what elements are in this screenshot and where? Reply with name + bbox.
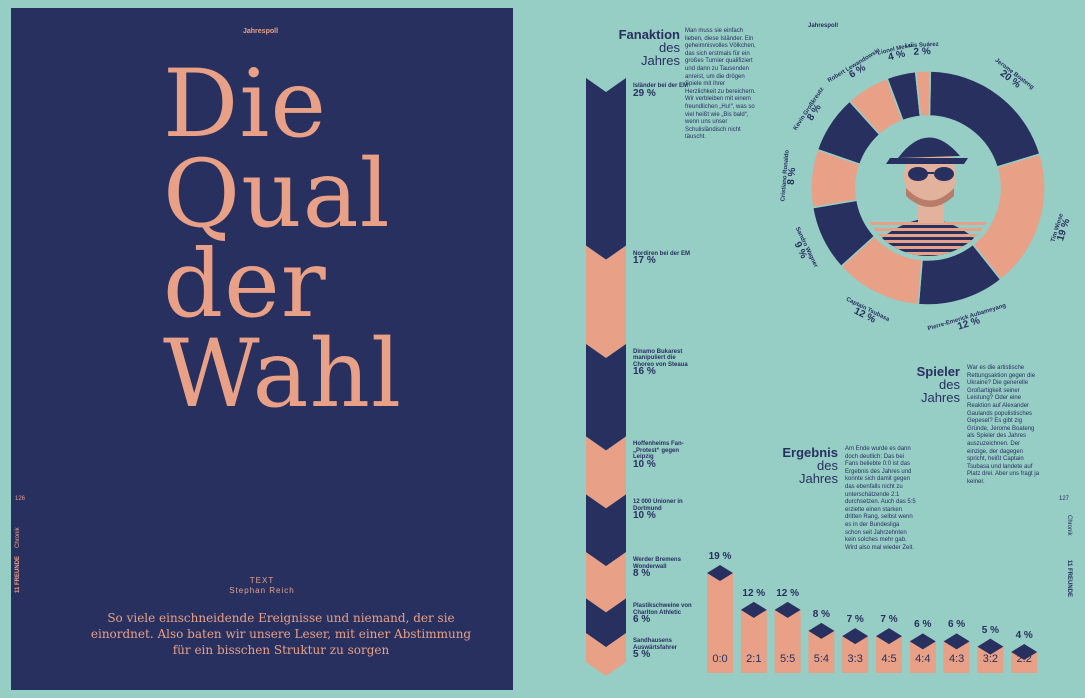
result-bar	[740, 609, 767, 673]
result-score: 5:5	[779, 653, 796, 665]
fanaktion-title-main: Fanaktion	[618, 27, 680, 42]
result-score: 4:4	[915, 653, 931, 665]
fan-item-label: Plastikschweine von Charlton Athletic 6 %	[633, 603, 695, 624]
fan-item-label: 12 000 Unioner in Dortmund 10 %	[633, 499, 695, 520]
fan-item-label: Werder Bremens Wonderwall 8 %	[633, 557, 695, 578]
result-bar	[1011, 651, 1038, 673]
result-pct: 7 %	[880, 614, 898, 626]
fan-item-text: Nordiren bei der EM	[633, 250, 691, 257]
fan-item-text: Isländer bei der EM	[633, 83, 689, 89]
page-number: 126	[15, 496, 26, 502]
fanaktion-title-jahres: Jahres	[640, 53, 680, 68]
fan-item-label: Hoffenheims Fan-„Protest“ gegen Leipzig 1…	[633, 441, 695, 470]
fan-segment	[586, 494, 626, 567]
result-score: 2:1	[746, 653, 762, 665]
result-pct: 19 %	[708, 551, 732, 562]
fan-item-label: Dinamo Bukarest manipuliert die Choreo v…	[633, 348, 695, 378]
fan-segment	[586, 598, 626, 648]
headline-line: Wahl	[163, 320, 403, 429]
ergebnis-title-main: Ergebnis	[782, 445, 838, 460]
spieler-title-main: Spieler	[916, 364, 960, 379]
fanaktion-title-des: des	[659, 40, 680, 55]
result-bar-cap	[876, 628, 902, 645]
fanaktion-title: Fanaktion des Jahres	[600, 28, 680, 67]
spieler-title-des: des	[939, 377, 960, 392]
kicker: Jahrespoll	[243, 28, 279, 35]
donut-kicker: Jahrespoll	[808, 23, 839, 29]
result-bar	[774, 609, 801, 673]
result-pct: 12 %	[742, 587, 766, 599]
fan-segment	[586, 78, 626, 260]
fan-item-pct: 16 %	[633, 366, 656, 378]
ergebnis-title: Ergebnis des Jahres	[762, 446, 838, 485]
headline-line: der	[163, 230, 327, 339]
fanaktion-body: Man muss sie einfach lieben, diese Islän…	[685, 28, 756, 141]
page-number: 127	[1059, 496, 1070, 502]
result-pct: 7 %	[846, 614, 864, 626]
headline: Die Qual der Wahl	[163, 50, 403, 429]
result-bar-cap	[774, 601, 801, 618]
result-bar-cap	[1011, 643, 1038, 660]
donut-slice	[914, 70, 932, 118]
result-pct: 12 %	[776, 587, 799, 599]
fan-item-text: Sandhausens Auswärtsfahrer	[633, 638, 678, 651]
fan-item-text: 12 000 Unioner in Dortmund	[633, 499, 683, 512]
spieler-title: Spieler des Jahres	[898, 365, 960, 404]
result-score: 0:0	[712, 653, 728, 665]
fan-segment	[586, 552, 626, 613]
result-pct: 6 %	[914, 619, 932, 631]
result-bar-cap	[842, 628, 869, 645]
result-bar-cap	[943, 633, 970, 650]
fan-item-pct: 10 %	[633, 510, 656, 522]
fan-item-text: Werder Bremens Wonderwall	[633, 557, 681, 570]
spieler-body: War es die artistische Rettungsaktion ge…	[967, 365, 1040, 485]
headline-line: Qual	[163, 140, 391, 249]
text-label: TEXT	[249, 576, 275, 585]
fan-item-pct: 8 %	[633, 568, 651, 580]
result-bar-cap	[707, 565, 733, 581]
ergebnis-title-jahres: Jahres	[798, 471, 838, 486]
spieler-title-jahres: Jahres	[920, 390, 960, 405]
result-score: 3:2	[982, 653, 999, 665]
fan-item-label: Nordiren bei der EM 17 %	[633, 250, 695, 267]
fan-segment	[586, 245, 626, 358]
author: Stephan Reich	[229, 586, 295, 595]
fan-segment	[586, 436, 626, 509]
result-score: 2:2	[1016, 653, 1032, 665]
headline-line: Die	[163, 50, 328, 159]
fan-item-pct: 10 %	[633, 458, 656, 470]
left-page: Jahrespoll Die Qual der Wahl 126 11 FREU…	[11, 8, 513, 690]
fan-item-label: Sandhausens Auswärtsfahrer 5 %	[633, 638, 695, 659]
result-score: 4:3	[948, 653, 965, 665]
result-pct: 6 %	[947, 619, 966, 631]
fan-item-pct: 5 %	[633, 649, 651, 661]
fan-segment	[586, 343, 626, 451]
result-pct: 8 %	[812, 608, 830, 620]
result-bar	[707, 573, 733, 673]
result-bar-cap	[808, 622, 835, 639]
result-score: 4:5	[881, 653, 897, 665]
result-bar-cap	[909, 633, 936, 650]
fan-item-pct: 29 %	[633, 87, 656, 99]
fan-item-text: Plastikschweine von Charlton Athletic	[633, 603, 692, 616]
result-score: 3:3	[847, 653, 863, 665]
fan-item-label: Isländer bei der EM 29 %	[633, 83, 695, 99]
result-pct: 5 %	[981, 624, 999, 636]
ergebnis-title-des: des	[817, 458, 838, 473]
fan-item-text: Hoffenheims Fan-„Protest“ gegen Leipzig	[633, 441, 684, 461]
fan-item-text: Dinamo Bukarest manipuliert die Choreo v…	[633, 348, 688, 368]
byline: TEXT Stephan Reich	[11, 576, 513, 596]
lead-paragraph: So viele einschneidende Ereignisse und n…	[90, 611, 472, 657]
fan-segment	[586, 633, 626, 676]
result-pct: 4 %	[1015, 629, 1033, 641]
result-score: 5:4	[813, 653, 830, 665]
fan-item-pct: 6 %	[633, 614, 651, 626]
result-bar-cap	[740, 601, 767, 618]
ergebnis-body: Am Ende wurde es dann doch deutlich: Das…	[845, 446, 916, 551]
result-bar-cap	[977, 638, 1004, 655]
fan-item-pct: 17 %	[633, 255, 656, 267]
